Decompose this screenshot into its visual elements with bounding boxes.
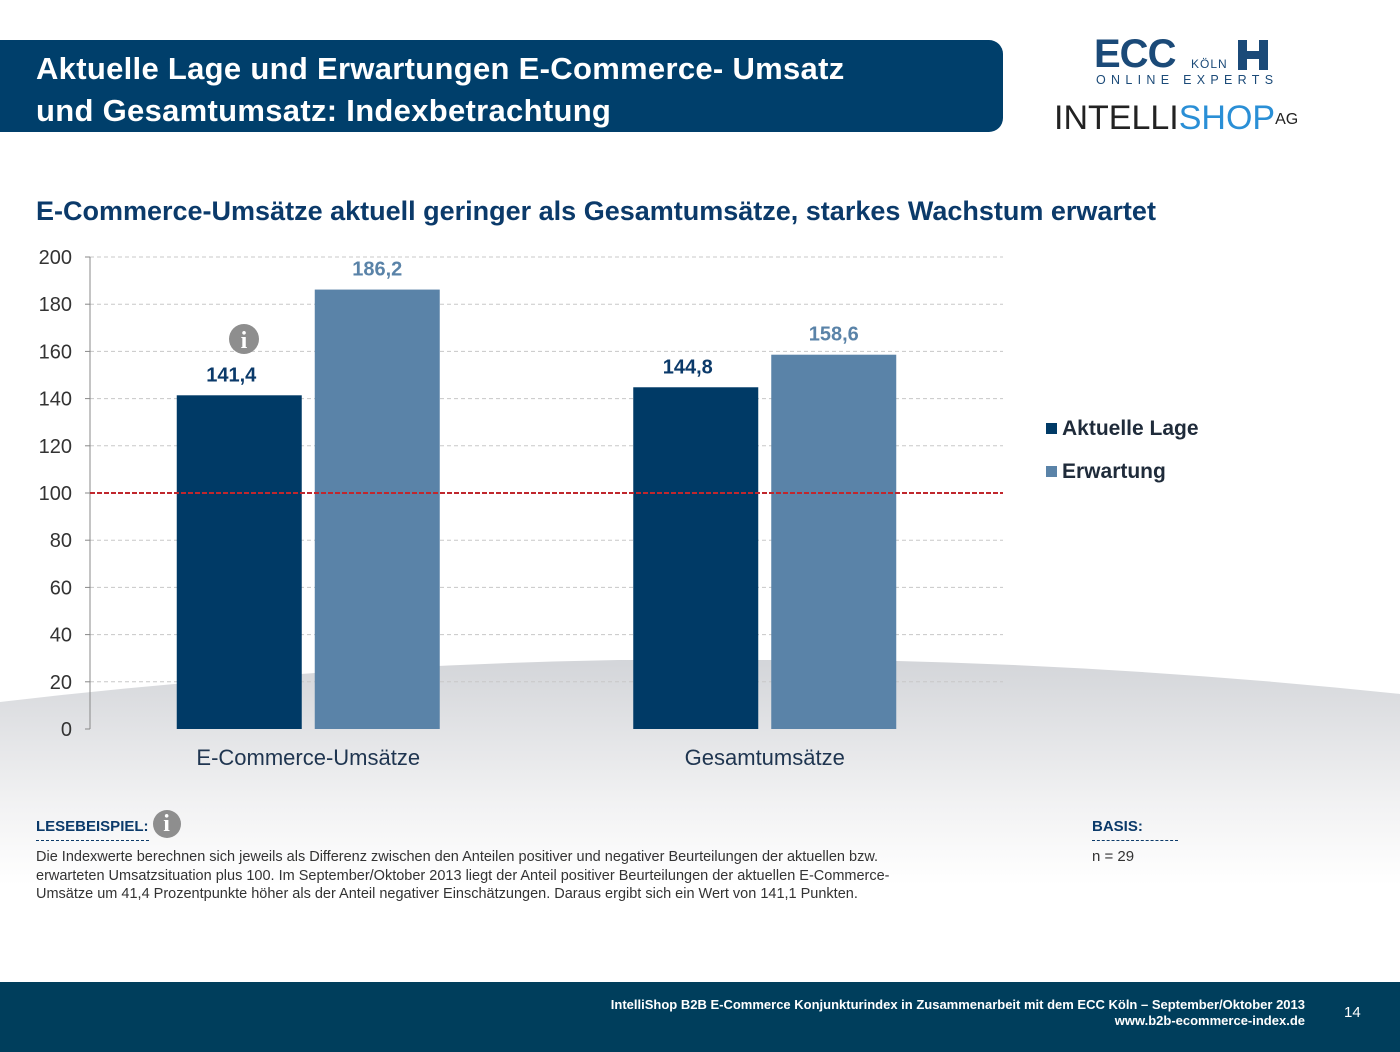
y-tick-label: 0 — [61, 719, 72, 741]
bar — [633, 387, 759, 729]
data-label: 186,2 — [352, 259, 402, 281]
footer-text: IntelliShop B2B E-Commerce Konjunkturind… — [610, 997, 1305, 1012]
legend-item-erwartung: Erwartung — [1046, 450, 1199, 493]
x-tick-label: E-Commerce-Umsätze — [196, 745, 420, 770]
legend-item-aktuelle-lage: Aktuelle Lage — [1046, 407, 1199, 450]
intellishop-logo: INTELLISHOPAG — [1054, 99, 1299, 137]
y-tick-label: 160 — [39, 341, 72, 363]
x-tick-label: Gesamtumsätze — [685, 745, 845, 770]
y-tick-label: 180 — [39, 294, 72, 316]
svg-text:i: i — [241, 328, 248, 354]
y-tick-label: 200 — [39, 247, 72, 269]
bar — [314, 289, 440, 729]
background-arc — [0, 660, 1400, 982]
reading-example-header: LESEBEISPIEL: i — [36, 810, 181, 841]
data-label: 144,8 — [663, 356, 713, 378]
bar-chart: 0 20 40 60 80 100 120 140 160 180 200 E-Commerce-U… — [39, 247, 1003, 770]
page-number: 14 — [1344, 1004, 1361, 1021]
footer-url[interactable]: www.b2b-ecommerce-index.de — [1114, 1013, 1305, 1028]
bar — [176, 395, 302, 729]
reading-example-title: LESEBEISPIEL: — [36, 818, 149, 841]
legend-swatch — [1046, 466, 1057, 477]
y-tick-label: 40 — [50, 625, 72, 647]
data-label: 158,6 — [809, 324, 859, 346]
y-tick-label: 60 — [50, 577, 72, 599]
page-title: Aktuelle Lage und Erwartungen E-Commerce… — [36, 51, 845, 128]
y-tick-label: 80 — [50, 530, 72, 552]
y-tick-label: 20 — [50, 672, 72, 694]
y-tick-label: 100 — [39, 483, 72, 505]
legend-swatch — [1046, 423, 1057, 434]
legend: Aktuelle Lage Erwartung — [1046, 407, 1199, 493]
chart-subtitle: E-Commerce-Umsätze aktuell geringer als … — [36, 196, 1156, 226]
data-label: 141,4 — [206, 364, 257, 386]
footer: IntelliShop B2B E-Commerce Konjunkturind… — [0, 982, 1400, 1052]
ecc-logo: ECC KÖLN ONLINE EXPERTS — [1094, 32, 1279, 87]
info-icon[interactable]: i — [229, 324, 259, 354]
info-icon[interactable]: i — [152, 810, 181, 838]
title-banner: Aktuelle Lage und Erwartungen E-Commerce… — [0, 40, 1003, 132]
bar — [771, 354, 897, 729]
y-tick-label: 140 — [39, 389, 72, 411]
basis-title: BASIS: — [1092, 818, 1178, 841]
basis-value: n = 29 — [1092, 848, 1135, 865]
reading-example-text: Die Indexwerte berechnen sich jeweils al… — [36, 849, 890, 902]
y-tick-label: 120 — [39, 436, 72, 458]
